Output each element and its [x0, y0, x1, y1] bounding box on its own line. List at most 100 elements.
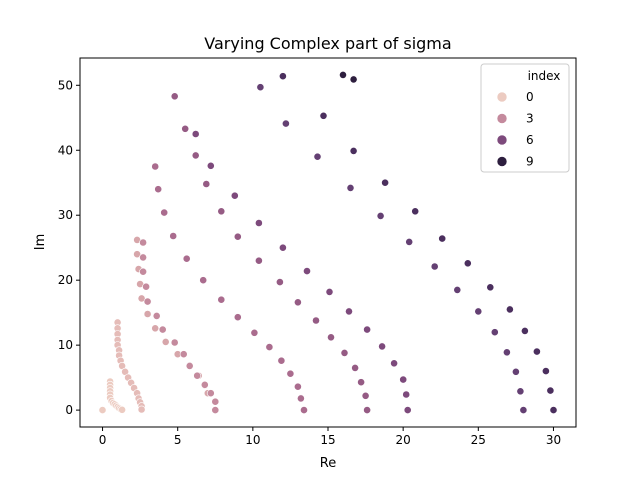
data-point-index-4	[182, 254, 191, 263]
x-tick-label: 15	[320, 433, 335, 447]
data-point-index-3	[200, 380, 209, 389]
x-tick-label: 20	[396, 433, 411, 447]
data-point-index-6	[206, 161, 215, 170]
y-tick-label: 0	[65, 403, 73, 417]
data-point-index-2	[133, 250, 141, 259]
data-point-index-6	[230, 191, 239, 200]
data-point-index-7	[474, 307, 483, 316]
data-point-index-4	[250, 328, 259, 337]
y-tick-label: 10	[58, 338, 73, 352]
data-point-index-7	[519, 406, 528, 414]
data-point-index-8	[463, 259, 472, 268]
data-point-index-0	[118, 405, 126, 414]
data-point-index-3	[185, 361, 194, 370]
data-point-index-4	[296, 394, 305, 403]
data-point-index-9	[339, 71, 347, 79]
data-point-index-3	[206, 389, 215, 398]
data-point-index-5	[361, 391, 370, 400]
x-tick-label: 0	[99, 433, 107, 447]
data-point-index-3	[152, 311, 161, 320]
data-point-index-6	[303, 267, 311, 275]
data-point-index-3	[142, 282, 150, 291]
data-point-index-9	[349, 75, 358, 84]
data-point-index-8	[438, 234, 447, 243]
y-tick-label: 20	[58, 273, 73, 287]
y-axis-label: Im	[33, 234, 48, 251]
legend-marker	[496, 91, 508, 103]
data-point-index-6	[402, 390, 411, 399]
legend-label: 9	[526, 155, 534, 169]
y-axis: 0 10 20 30 40 50	[58, 78, 80, 417]
data-point-index-8	[349, 146, 358, 155]
data-point-index-5	[181, 124, 190, 133]
data-point-index-6	[363, 325, 371, 334]
data-point-index-8	[533, 347, 541, 356]
legend-marker	[496, 113, 508, 124]
data-point-index-6	[399, 375, 408, 384]
chart-title: Varying Complex part of sigma	[204, 34, 451, 53]
data-point-index-8	[521, 326, 529, 335]
data-point-index-6	[254, 219, 263, 227]
data-point-index-5	[254, 256, 263, 265]
data-point-index-7	[512, 367, 520, 376]
legend-label: 3	[526, 112, 534, 126]
data-point-index-3	[211, 397, 220, 406]
x-tick-label: 10	[245, 433, 260, 447]
legend: index 0 3 6 9	[480, 63, 570, 173]
data-point-index-4	[233, 313, 242, 322]
data-point-index-8	[319, 111, 328, 120]
data-point-index-6	[278, 243, 287, 252]
data-point-index-6	[403, 406, 412, 414]
data-point-index-3	[143, 297, 152, 306]
data-point-index-3	[158, 325, 167, 334]
data-point-index-7	[313, 152, 322, 161]
data-point-index-4	[277, 356, 286, 365]
data-point-index-7	[256, 83, 265, 92]
data-point-index-6	[191, 130, 200, 138]
data-point-index-7	[453, 285, 462, 294]
data-point-index-3	[139, 253, 147, 262]
data-point-index-4	[286, 369, 295, 378]
data-point-index-7	[430, 262, 439, 271]
legend-marker	[496, 156, 508, 167]
data-point-index-3	[211, 406, 220, 414]
data-point-index-5	[202, 180, 211, 188]
data-point-index-4	[151, 162, 160, 171]
data-point-index-2	[151, 324, 160, 333]
data-point-index-7	[346, 183, 355, 192]
data-point-index-8	[411, 207, 420, 216]
data-point-index-8	[381, 178, 389, 187]
data-point-index-7	[376, 211, 385, 220]
data-point-index-5	[233, 232, 242, 241]
data-point-index-4	[265, 343, 274, 351]
data-point-index-5	[357, 378, 365, 387]
data-point-index-7	[516, 387, 525, 396]
x-tick-label: 5	[174, 433, 182, 447]
data-point-index-4	[300, 406, 308, 414]
data-point-index-5	[170, 92, 179, 101]
legend-marker	[496, 134, 508, 146]
data-point-index-6	[325, 287, 334, 296]
data-point-index-8	[278, 72, 287, 81]
data-point-index-2	[137, 294, 146, 303]
data-point-index-8	[546, 386, 555, 395]
data-point-index-2	[161, 337, 170, 346]
data-point-index-3	[139, 267, 147, 276]
data-point-index-5	[340, 348, 349, 357]
data-point-index-7	[502, 348, 511, 357]
y-tick-label: 50	[58, 78, 73, 92]
data-point-index-8	[542, 367, 550, 375]
data-point-index-4	[160, 208, 169, 217]
data-point-index-8	[549, 406, 558, 414]
data-point-index-1	[137, 405, 146, 414]
y-tick-label: 30	[58, 208, 73, 222]
data-point-index-8	[505, 305, 514, 314]
data-point-index-5	[351, 363, 359, 372]
data-point-index-6	[378, 342, 386, 351]
data-point-index-4	[169, 232, 178, 240]
data-point-index-3	[139, 238, 147, 247]
x-tick-label: 25	[471, 433, 486, 447]
x-axis-label: Re	[320, 456, 336, 471]
data-point-index-2	[143, 310, 152, 318]
